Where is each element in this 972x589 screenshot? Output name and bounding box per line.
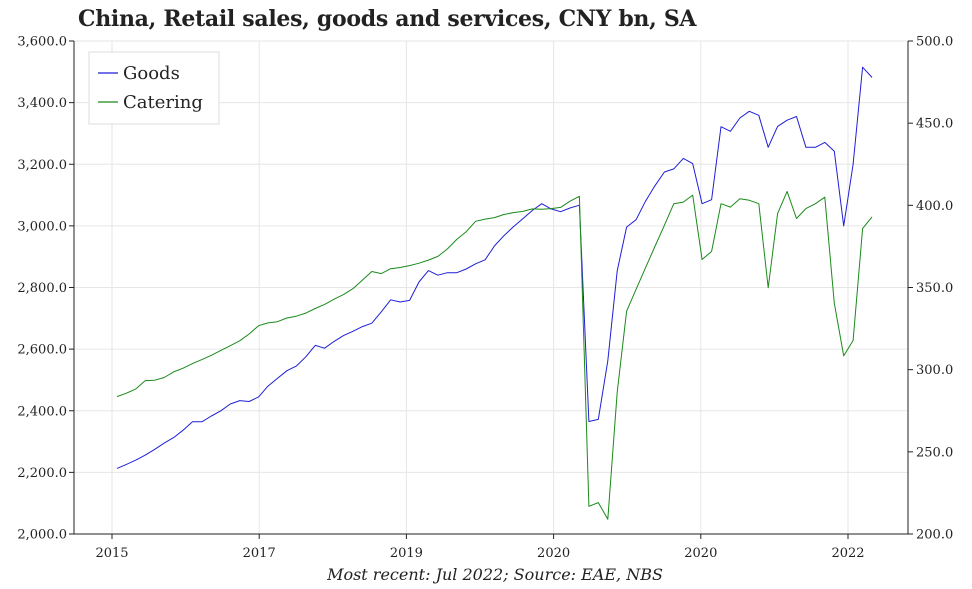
right-tick: 350.0 (908, 281, 953, 296)
left-tick-label: 3,000.0 (17, 219, 67, 234)
left-tick: 2,600.0 (17, 343, 74, 358)
right-axis-ticks: 200.0 250.0 300.0 350.0 400.0 450.0 500.0 (908, 35, 953, 543)
right-tick-label: 400.0 (916, 199, 953, 214)
legend: Goods Catering (88, 51, 220, 125)
left-tick: 2,000.0 (17, 528, 74, 543)
series-line-catering (116, 190, 873, 520)
left-tick: 3,400.0 (17, 96, 74, 111)
right-tick: 400.0 (908, 199, 953, 214)
left-tick: 2,800.0 (17, 281, 74, 296)
right-tick-label: 200.0 (916, 528, 953, 543)
series-lines (116, 66, 873, 520)
legend-box (88, 51, 220, 125)
legend-entry: Goods (98, 63, 180, 84)
x-tick-label: 2015 (95, 546, 128, 560)
x-axis-ticks: 2015 2017 2019 2020 2020 2022 (95, 534, 865, 560)
right-tick-label: 300.0 (916, 363, 953, 378)
x-tick-label: 2020 (537, 546, 570, 560)
left-tick-label: 3,400.0 (17, 96, 67, 111)
chart-footer: Most recent: Jul 2022; Source: EAE, NBS (327, 565, 663, 584)
legend-label: Catering (123, 92, 203, 113)
left-tick-label: 3,200.0 (17, 158, 67, 173)
right-tick: 250.0 (908, 445, 953, 460)
x-tick: 2022 (831, 534, 865, 560)
x-tick: 2019 (390, 534, 423, 560)
left-tick-label: 2,400.0 (17, 404, 67, 419)
x-tick: 2017 (243, 534, 276, 560)
x-tick-label: 2020 (684, 546, 717, 560)
x-tick: 2020 (537, 534, 570, 560)
legend-label: Goods (123, 63, 180, 84)
left-tick: 2,200.0 (17, 466, 74, 481)
line-chart: 2,000.0 2,200.0 2,400.0 2,600.0 2,800.0 3,000… (17, 35, 953, 561)
left-tick: 3,200.0 (17, 158, 74, 173)
left-tick-label: 2,000.0 (17, 528, 67, 543)
x-tick: 2015 (95, 534, 129, 560)
x-tick-label: 2019 (390, 546, 423, 560)
right-tick: 300.0 (908, 363, 953, 378)
chart-title: China, Retail sales, goods and services,… (78, 6, 697, 32)
left-tick: 3,600.0 (17, 35, 74, 50)
left-tick-label: 2,600.0 (17, 343, 67, 358)
series-line-goods (116, 66, 873, 469)
right-tick: 450.0 (908, 117, 953, 132)
legend-entry: Catering (98, 92, 203, 113)
right-tick: 200.0 (908, 528, 953, 543)
left-tick-label: 2,200.0 (17, 466, 67, 481)
left-tick: 2,400.0 (17, 404, 74, 419)
left-tick: 3,000.0 (17, 219, 74, 234)
x-tick: 2020 (684, 534, 717, 560)
left-tick-label: 2,800.0 (17, 281, 67, 296)
left-axis-ticks: 2,000.0 2,200.0 2,400.0 2,600.0 2,800.0 3,000… (17, 35, 74, 543)
right-tick: 500.0 (908, 35, 953, 50)
right-tick-label: 500.0 (916, 35, 953, 50)
right-tick-label: 250.0 (916, 445, 953, 460)
right-tick-label: 450.0 (916, 117, 953, 132)
x-tick-label: 2022 (831, 546, 864, 560)
right-tick-label: 350.0 (916, 281, 953, 296)
left-tick-label: 3,600.0 (17, 35, 67, 50)
x-tick-label: 2017 (243, 546, 276, 560)
